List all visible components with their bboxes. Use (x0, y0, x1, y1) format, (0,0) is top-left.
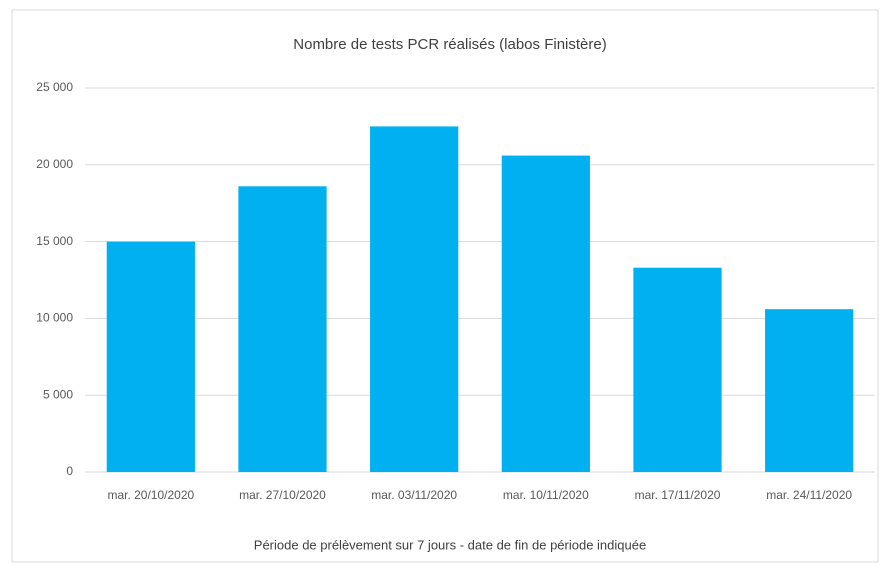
bar (501, 155, 590, 473)
y-tick-label: 25 000 (36, 80, 73, 94)
y-tick-label: 5 000 (43, 387, 73, 401)
chart-title: Nombre de tests PCR réalisés (labos Fini… (293, 36, 606, 53)
bar (370, 126, 459, 473)
x-tick-label: mar. 03/11/2020 (371, 488, 457, 502)
bar (765, 309, 854, 472)
x-tick-label: mar. 10/11/2020 (503, 488, 589, 502)
x-tick-label: mar. 24/11/2020 (766, 488, 852, 502)
x-tick-label: mar. 17/11/2020 (635, 488, 721, 502)
x-tick-label: mar. 20/10/2020 (107, 488, 194, 502)
x-axis-title: Période de prélèvement sur 7 jours - dat… (254, 537, 646, 552)
x-tick-label: mar. 27/10/2020 (239, 488, 326, 502)
y-tick-label: 20 000 (36, 157, 73, 171)
y-tick-label: 0 (66, 464, 73, 478)
bar (238, 186, 327, 472)
y-tick-label: 15 000 (36, 234, 73, 248)
y-tick-label: 10 000 (36, 311, 73, 325)
bar (106, 241, 195, 472)
bar (633, 267, 722, 472)
